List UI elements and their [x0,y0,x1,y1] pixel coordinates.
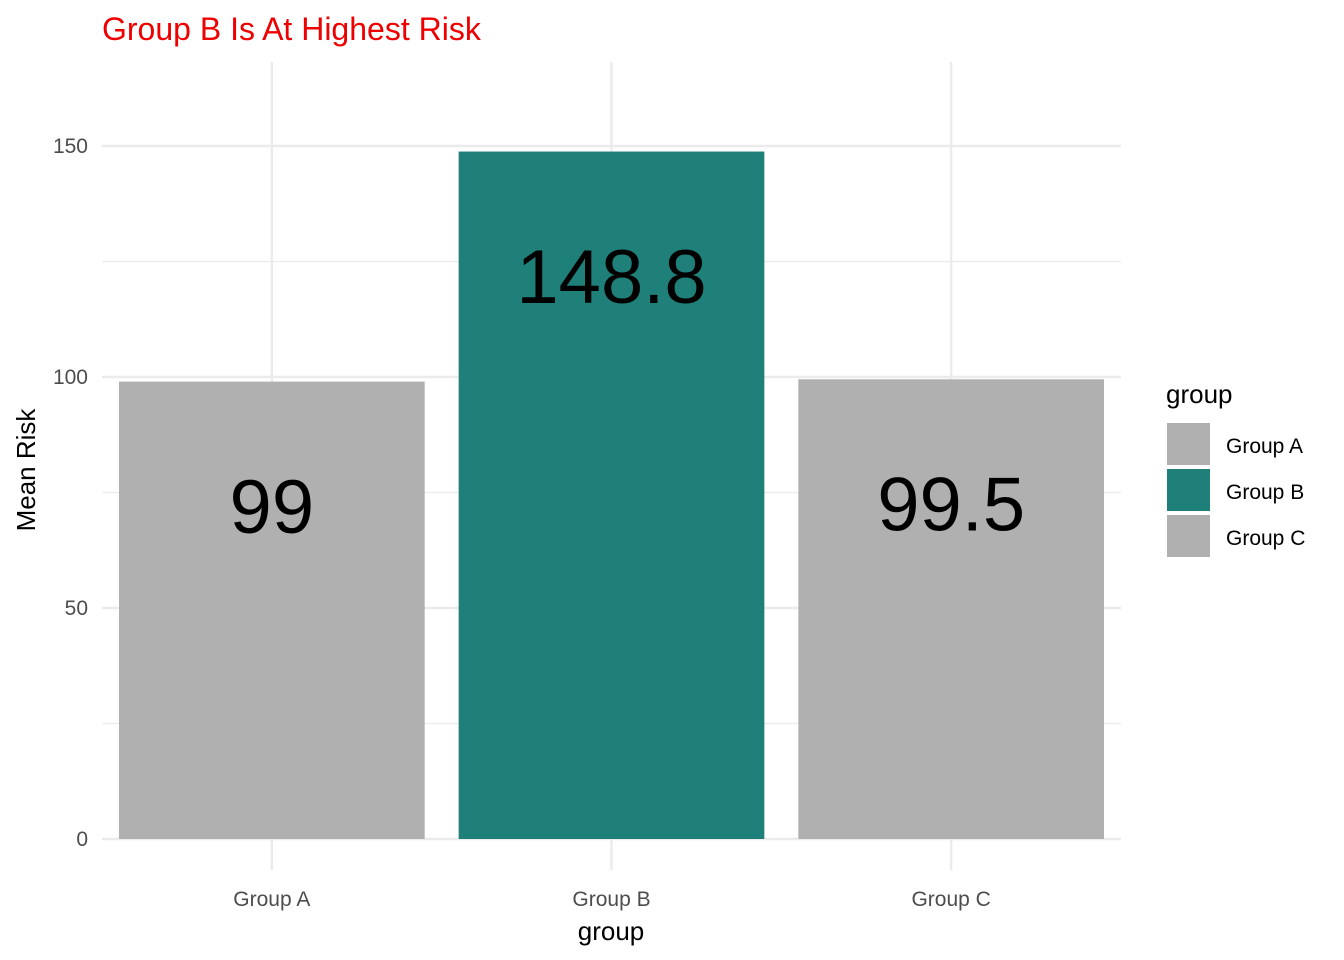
y-tick-label: 50 [65,597,88,620]
y-tick-label: 100 [53,366,88,389]
bar-group-b [458,151,765,839]
bar-group-a [118,381,425,839]
legend-key [1167,469,1210,511]
bars [118,151,1105,839]
bar-value-label: 148.8 [516,235,706,320]
legend-entries: Group A Group B Group C [1167,423,1305,557]
x-axis-title: group [578,916,645,946]
x-axis-ticks: Group A Group B Group C [233,888,991,911]
bar-value-labels: 99 148.8 99.5 [230,235,1026,550]
bar-group-c [798,379,1105,839]
legend-label: Group A [1226,435,1303,458]
legend-key [1167,515,1210,557]
y-tick-label: 150 [53,135,88,158]
x-tick-label: Group B [572,888,650,911]
bar-value-label: 99.5 [877,463,1025,548]
legend-title: group [1166,379,1233,409]
y-axis-ticks: 0 50 100 150 [53,135,88,851]
chart-title: Group B Is At Highest Risk [102,11,482,47]
y-axis-title: Mean Risk [11,408,41,532]
x-tick-label: Group A [233,888,310,911]
legend-label: Group B [1226,481,1304,504]
y-tick-label: 0 [76,828,88,851]
bar-value-label: 99 [230,465,315,550]
legend-label: Group C [1226,527,1305,550]
legend: group Group A Group B Group C [1166,379,1305,557]
x-tick-label: Group C [911,888,990,911]
legend-key [1167,423,1210,465]
